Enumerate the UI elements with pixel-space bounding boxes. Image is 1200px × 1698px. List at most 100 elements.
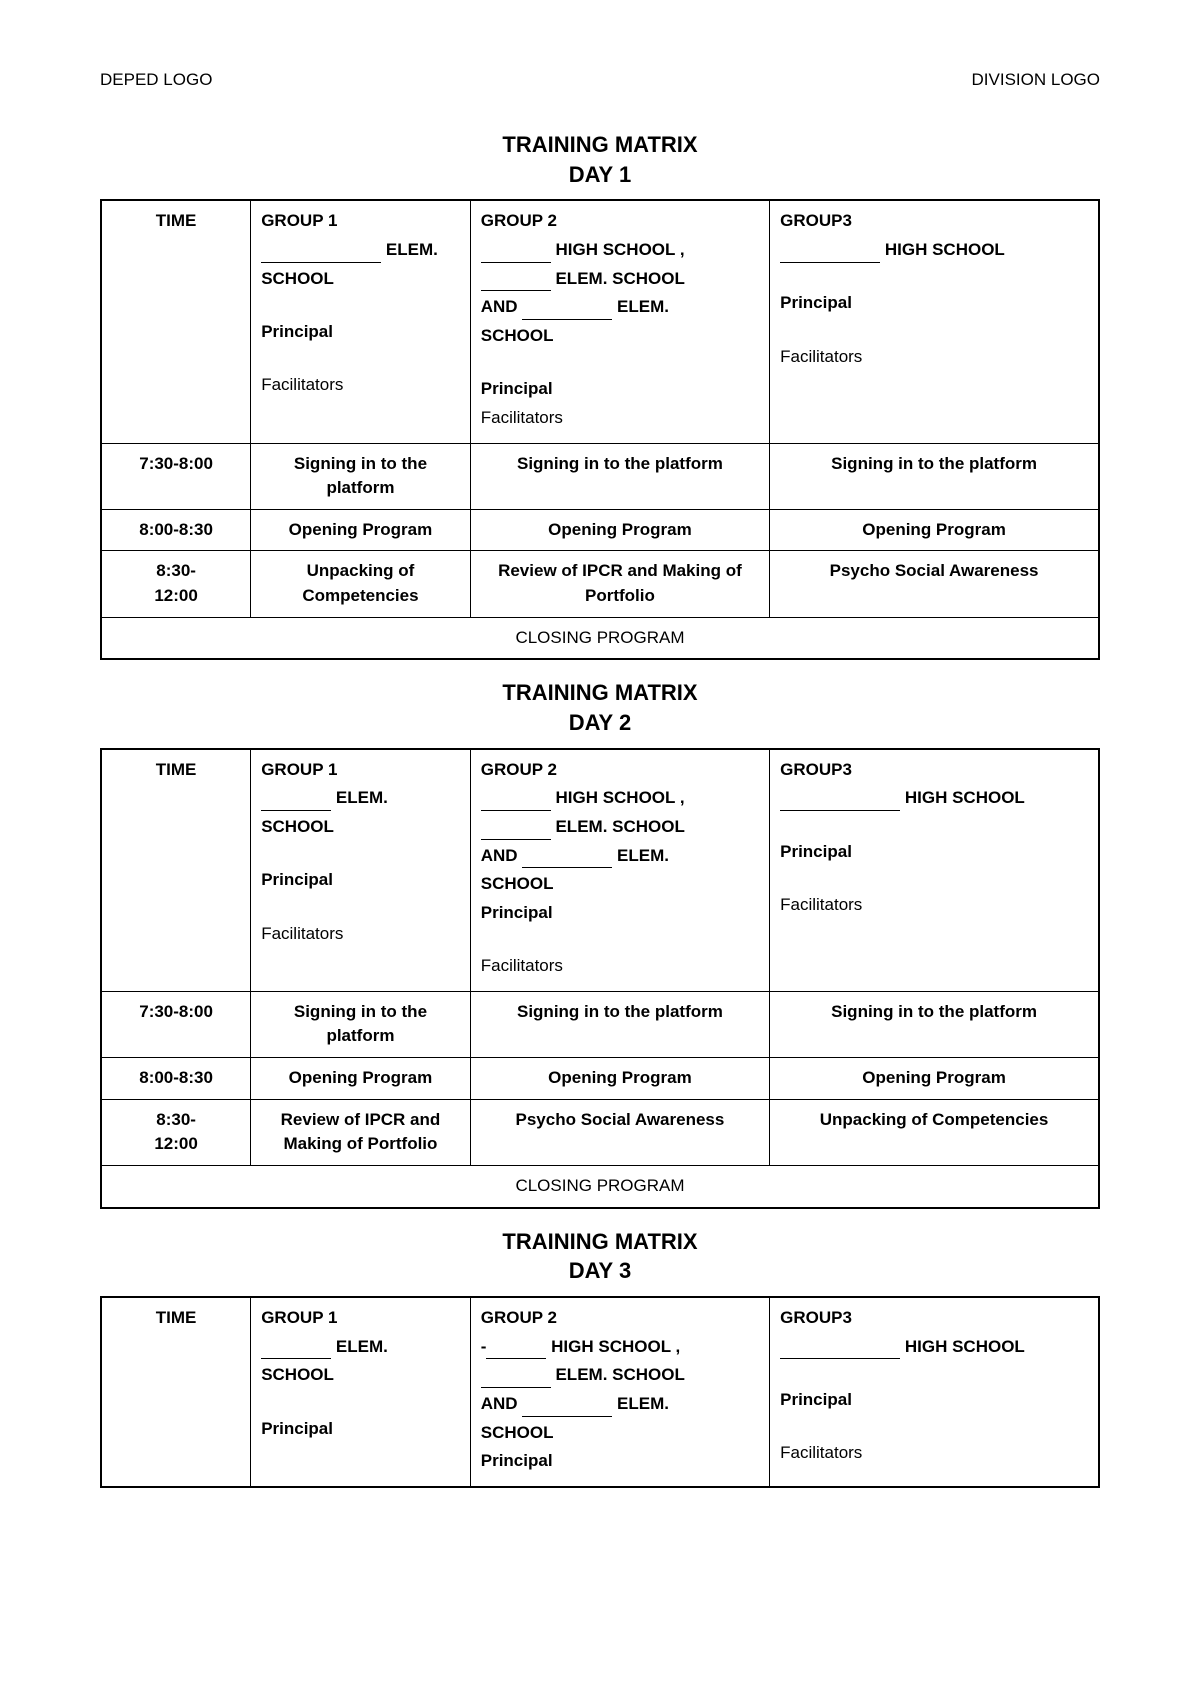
- group1-school-line: ELEM.: [261, 1335, 460, 1360]
- time-header: TIME: [101, 200, 251, 443]
- blank-line: [780, 793, 900, 811]
- day3-table: TIME GROUP 1 ELEM. SCHOOL Principal GROU…: [100, 1296, 1100, 1488]
- principal-label: Principal: [261, 868, 460, 893]
- closing-row: CLOSING PROGRAM: [101, 617, 1099, 659]
- group2-header: GROUP 2 HIGH SCHOOL , ELEM. SCHOOL AND E…: [470, 200, 769, 443]
- elemschool-label: ELEM. SCHOOL: [555, 817, 684, 836]
- school-label: SCHOOL: [481, 872, 759, 897]
- cell: Opening Program: [251, 509, 471, 551]
- closing-row: CLOSING PROGRAM: [101, 1166, 1099, 1208]
- table-row: 8:00-8:30 Opening Program Opening Progra…: [101, 1058, 1099, 1100]
- blank-line: [780, 245, 880, 263]
- title-prefix: TRAINING MATRIX: [502, 132, 697, 157]
- closing-cell: CLOSING PROGRAM: [101, 617, 1099, 659]
- principal-label: Principal: [780, 291, 1088, 316]
- group1-label: GROUP 1: [261, 209, 460, 234]
- principal-label: Principal: [481, 901, 759, 926]
- blank-line: [486, 1342, 546, 1360]
- group2-hs-line: HIGH SCHOOL ,: [481, 786, 759, 811]
- time-cell: 8:30- 12:00: [101, 551, 251, 617]
- division-logo-text: DIVISION LOGO: [972, 70, 1100, 90]
- and-label: AND: [481, 1394, 518, 1413]
- blank-line: [780, 1342, 900, 1360]
- cell: Signing in to the platform: [770, 443, 1099, 509]
- table-row: 7:30-8:00 Signing in to the platform Sig…: [101, 443, 1099, 509]
- cell: Signing in to the platform: [470, 443, 769, 509]
- table-row: 8:30- 12:00 Review of IPCR and Making of…: [101, 1099, 1099, 1165]
- elem-label: ELEM.: [336, 1337, 388, 1356]
- group1-header: GROUP 1 ELEM. SCHOOL Principal Facilitat…: [251, 200, 471, 443]
- group3-header: GROUP3 HIGH SCHOOL Principal Facilitator…: [770, 749, 1099, 992]
- cell: Review of IPCR and Making of Portfolio: [470, 551, 769, 617]
- principal-label: Principal: [780, 1388, 1088, 1413]
- table-row: 8:30- 12:00 Unpacking of Competencies Re…: [101, 551, 1099, 617]
- blank-line: [522, 850, 612, 868]
- cell: Signing in to the platform: [470, 991, 769, 1057]
- time-cell: 8:30- 12:00: [101, 1099, 251, 1165]
- time-header: TIME: [101, 1297, 251, 1487]
- page: DEPED LOGO DIVISION LOGO TRAINING MATRIX…: [0, 0, 1200, 1698]
- group1-header: GROUP 1 ELEM. SCHOOL Principal: [251, 1297, 471, 1487]
- table-header-row: TIME GROUP 1 ELEM. SCHOOL Principal Faci…: [101, 200, 1099, 443]
- facilitators-label: Facilitators: [481, 954, 759, 979]
- cell: Review of IPCR and Making of Portfolio: [251, 1099, 471, 1165]
- day2-table: TIME GROUP 1 ELEM. SCHOOL Principal Faci…: [100, 748, 1100, 1209]
- cell: Signing in to the platform: [251, 443, 471, 509]
- cell: Opening Program: [251, 1058, 471, 1100]
- group1-school-line: ELEM.: [261, 786, 460, 811]
- highschool-label: HIGH SCHOOL: [885, 240, 1005, 259]
- table-row: 7:30-8:00 Signing in to the platform Sig…: [101, 991, 1099, 1057]
- table-row: 8:00-8:30 Opening Program Opening Progra…: [101, 509, 1099, 551]
- school-label: SCHOOL: [261, 815, 460, 840]
- blank-line: [481, 793, 551, 811]
- blank-line: [261, 793, 331, 811]
- group2-label: GROUP 2: [481, 1306, 759, 1331]
- group2-elem-line: ELEM. SCHOOL: [481, 267, 759, 292]
- cell: Unpacking of Competencies: [251, 551, 471, 617]
- group3-hs-line: HIGH SCHOOL: [780, 238, 1088, 263]
- facilitators-label: Facilitators: [481, 406, 759, 431]
- blank-line: [522, 1399, 612, 1417]
- day-prefix: DAY: [569, 710, 613, 735]
- cell: Unpacking of Competencies: [770, 1099, 1099, 1165]
- group2-elem-line: ELEM. SCHOOL: [481, 815, 759, 840]
- cell: Opening Program: [770, 509, 1099, 551]
- principal-label: Principal: [261, 1417, 460, 1442]
- group1-label: GROUP 1: [261, 758, 460, 783]
- cell: Signing in to the platform: [251, 991, 471, 1057]
- day3-title: TRAINING MATRIX DAY 3: [100, 1227, 1100, 1286]
- group3-header: GROUP3 HIGH SCHOOL Principal Facilitator…: [770, 200, 1099, 443]
- school-label: SCHOOL: [481, 1421, 759, 1446]
- time-cell: 7:30-8:00: [101, 443, 251, 509]
- facilitators-label: Facilitators: [780, 1441, 1088, 1466]
- group2-elem-line: ELEM. SCHOOL: [481, 1363, 759, 1388]
- and-label: AND: [481, 297, 518, 316]
- elem-label: ELEM.: [617, 297, 669, 316]
- time-cell: 8:00-8:30: [101, 509, 251, 551]
- title-prefix: TRAINING MATRIX: [502, 680, 697, 705]
- time-cell: 7:30-8:00: [101, 991, 251, 1057]
- elemschool-label: ELEM. SCHOOL: [555, 269, 684, 288]
- facilitators-label: Facilitators: [780, 893, 1088, 918]
- cell: Opening Program: [770, 1058, 1099, 1100]
- header-logos: DEPED LOGO DIVISION LOGO: [100, 70, 1100, 90]
- blank-line: [481, 1370, 551, 1388]
- highschool-label: HIGH SCHOOL: [905, 788, 1025, 807]
- group2-label: GROUP 2: [481, 209, 759, 234]
- time-a: 8:30-: [156, 1110, 196, 1129]
- school-label: SCHOOL: [481, 324, 759, 349]
- highschool-label: HIGH SCHOOL ,: [551, 1337, 680, 1356]
- principal-label: Principal: [481, 1449, 759, 1474]
- group2-header: GROUP 2 HIGH SCHOOL , ELEM. SCHOOL AND E…: [470, 749, 769, 992]
- facilitators-label: Facilitators: [261, 373, 460, 398]
- day-number: 2: [619, 710, 631, 735]
- highschool-label: HIGH SCHOOL ,: [555, 240, 684, 259]
- group1-header: GROUP 1 ELEM. SCHOOL Principal Facilitat…: [251, 749, 471, 992]
- day-number: 3: [619, 1258, 631, 1283]
- blank-line: [481, 245, 551, 263]
- blank-line: [481, 822, 551, 840]
- elem-label: ELEM.: [336, 788, 388, 807]
- highschool-label: HIGH SCHOOL: [905, 1337, 1025, 1356]
- principal-label: Principal: [780, 840, 1088, 865]
- day1-table: TIME GROUP 1 ELEM. SCHOOL Principal Faci…: [100, 199, 1100, 660]
